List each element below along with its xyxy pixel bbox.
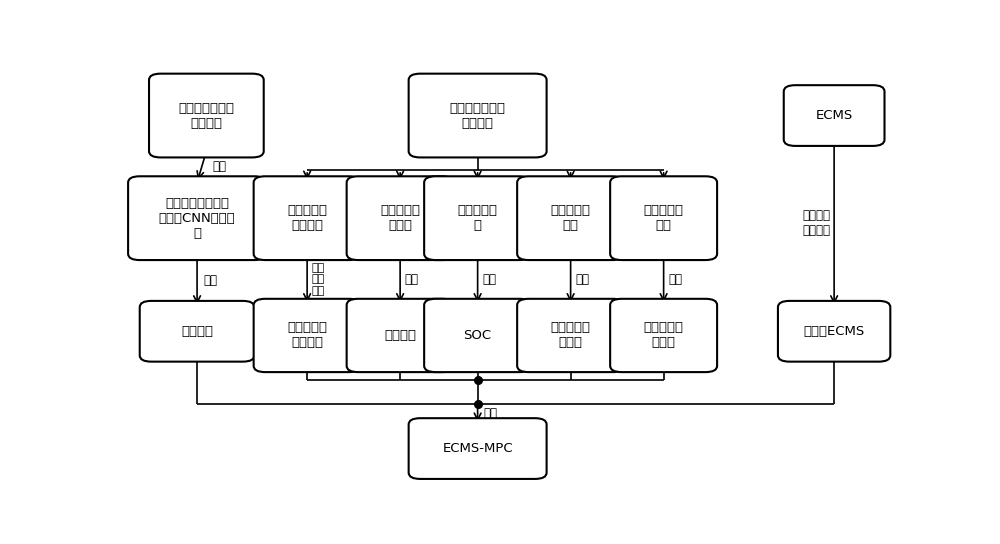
FancyBboxPatch shape [149,73,264,157]
Text: 输入: 输入 [213,160,227,174]
Text: 一系列的单步预测
构成的CNN速度预
测: 一系列的单步预测 构成的CNN速度预 测 [159,197,235,240]
Text: 将时域转变
为空间域: 将时域转变 为空间域 [287,322,327,349]
Text: 并联混合动力汽
车的建模: 并联混合动力汽 车的建模 [450,102,506,129]
FancyBboxPatch shape [409,418,547,479]
FancyBboxPatch shape [347,176,454,260]
Text: 建立变速器
模型: 建立变速器 模型 [551,204,591,232]
FancyBboxPatch shape [140,301,254,362]
FancyBboxPatch shape [128,176,266,260]
Text: 考虑
道路
坡度: 考虑 道路 坡度 [312,263,325,296]
FancyBboxPatch shape [424,176,531,260]
Text: 预测车速: 预测车速 [181,325,213,338]
FancyBboxPatch shape [778,301,890,362]
Text: 改进型ECMS: 改进型ECMS [804,325,865,338]
Text: 计算: 计算 [405,273,419,286]
FancyBboxPatch shape [784,85,885,146]
Text: 变速器转矩
和转速: 变速器转矩 和转速 [551,322,591,349]
FancyBboxPatch shape [254,299,361,372]
FancyBboxPatch shape [347,299,454,372]
Text: 输出: 输出 [203,274,217,287]
Text: 当前速度和历史
速度数据: 当前速度和历史 速度数据 [178,102,234,129]
Text: 建立发动机
模型: 建立发动机 模型 [644,204,684,232]
Text: 计算: 计算 [668,273,682,286]
FancyBboxPatch shape [409,73,547,157]
FancyBboxPatch shape [254,176,361,260]
FancyBboxPatch shape [610,176,717,260]
Text: 燃油消耗率
和转矩: 燃油消耗率 和转矩 [644,322,684,349]
Text: 建立电机效
率模型: 建立电机效 率模型 [380,204,420,232]
Text: 融入: 融入 [484,407,498,421]
Text: 加入换挡
惩罚因子: 加入换挡 惩罚因子 [802,209,830,237]
Text: 电机功率: 电机功率 [384,329,416,342]
Text: SOC: SOC [464,329,492,342]
Text: ECMS: ECMS [816,109,853,122]
Text: 计算: 计算 [482,273,496,286]
Text: 建立电池模
型: 建立电池模 型 [458,204,498,232]
FancyBboxPatch shape [424,299,531,372]
Text: 计算: 计算 [575,273,589,286]
FancyBboxPatch shape [610,299,717,372]
FancyBboxPatch shape [517,176,624,260]
Text: ECMS-MPC: ECMS-MPC [442,442,513,455]
FancyBboxPatch shape [517,299,624,372]
Text: 建立车辆动
力学模型: 建立车辆动 力学模型 [287,204,327,232]
